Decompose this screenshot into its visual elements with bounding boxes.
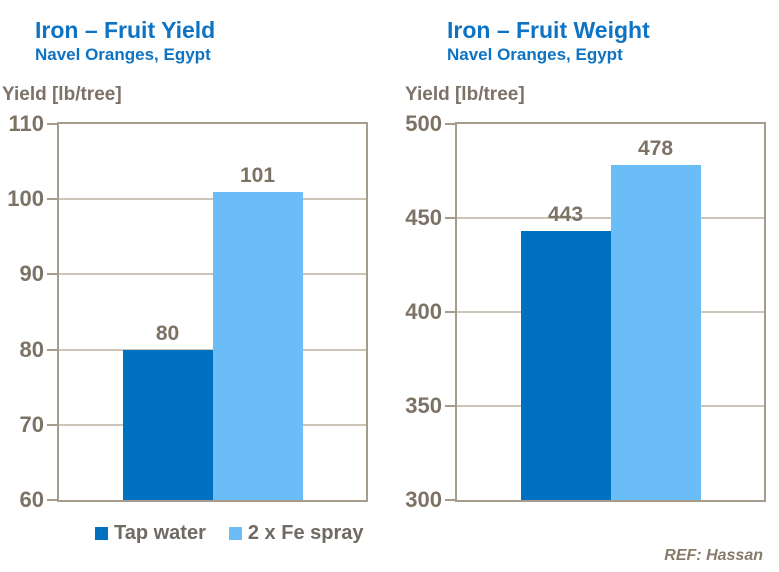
- plot-area: 443 478: [455, 122, 766, 502]
- y-tick-mark: [445, 123, 455, 125]
- y-tick-label: 450: [405, 205, 442, 230]
- fruit-yield-chart: Iron – Fruit Yield Navel Oranges, Egypt …: [2, 17, 368, 545]
- y-tick-mark: [47, 499, 57, 501]
- bar-2-x-fe-spray: [212, 191, 303, 500]
- y-tick-label: 500: [405, 111, 442, 136]
- bar-tap-water: [122, 349, 213, 500]
- chart-subtitle: Navel Oranges, Egypt: [447, 45, 623, 64]
- bar-value-label: 478: [637, 137, 674, 161]
- y-tick-mark: [47, 123, 57, 125]
- y-tick-mark: [47, 273, 57, 276]
- y-axis-label: Yield [lb/tree]: [2, 84, 122, 105]
- fruit-weight-chart: Iron – Fruit Weight Navel Oranges, Egypt…: [398, 0, 779, 572]
- y-tick-mark: [47, 423, 57, 426]
- y-tick-mark: [47, 348, 57, 351]
- tap-water-swatch-icon: [95, 526, 108, 540]
- bar-value-label: 443: [547, 203, 584, 227]
- y-tick-label: 90: [19, 261, 44, 287]
- chart-subtitle: Navel Oranges, Egypt: [35, 45, 211, 64]
- y-tick-label: 80: [19, 336, 44, 362]
- bar-value-label: 101: [239, 163, 276, 187]
- y-tick-mark: [47, 198, 57, 201]
- plot-area: 80 101: [57, 122, 368, 502]
- y-tick-mark: [445, 499, 455, 501]
- legend-label-fe-spray: 2 x Fe spray: [247, 522, 364, 544]
- reference-text: REF: Hassan: [664, 547, 763, 564]
- legend-item-tap-water: Tap water: [95, 522, 206, 544]
- y-tick-label: 300: [405, 487, 442, 512]
- y-tick-label: 110: [8, 111, 45, 136]
- legend-item-fe-spray: 2 x Fe spray: [228, 522, 364, 544]
- legend-label-tap-water: Tap water: [114, 522, 206, 544]
- y-axis-label: Yield [lb/tree]: [405, 84, 525, 105]
- y-tick-label: 70: [19, 411, 44, 437]
- y-tick-mark: [445, 311, 455, 313]
- y-tick-label: 60: [19, 487, 44, 512]
- y-tick-label: 100: [7, 186, 44, 212]
- bar-tap-water: [520, 231, 611, 500]
- y-tick-mark: [445, 217, 455, 219]
- chart-title: Iron – Fruit Weight: [447, 17, 650, 43]
- y-tick-label: 350: [405, 393, 442, 418]
- bar-2-x-fe-spray: [610, 165, 701, 500]
- fe-spray-swatch-icon: [228, 526, 242, 540]
- chart-title: Iron – Fruit Yield: [35, 17, 216, 43]
- bar-value-label: 80: [155, 321, 180, 345]
- y-tick-mark: [445, 405, 455, 407]
- legend: Tap water 2 x Fe spray: [95, 521, 364, 545]
- y-tick-label: 400: [405, 299, 442, 324]
